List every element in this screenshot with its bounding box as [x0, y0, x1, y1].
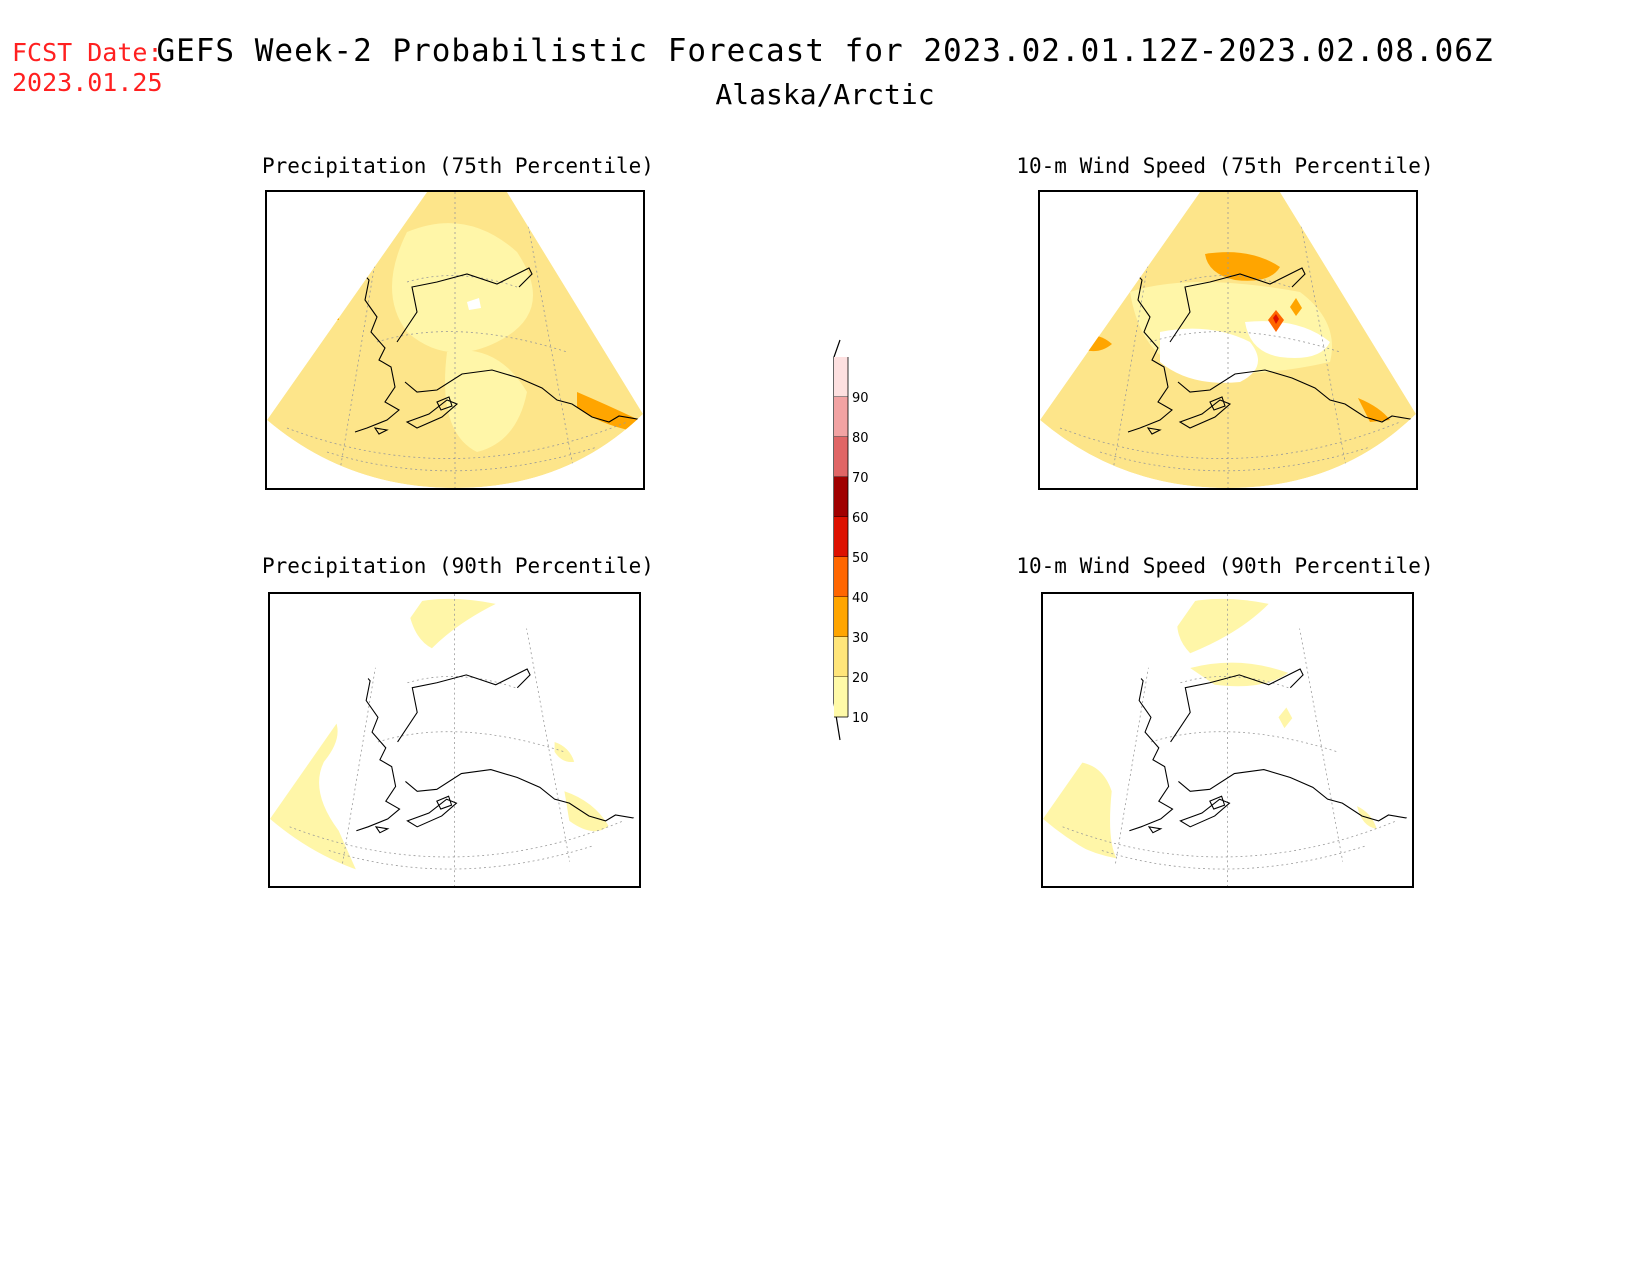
probability-region-3	[322, 300, 339, 320]
colorbar-swatch-40	[834, 557, 848, 597]
probability-region-2	[1245, 321, 1330, 358]
colorbar-label-30: 30	[852, 631, 869, 646]
colorbar-label-60: 60	[852, 511, 869, 526]
probability-region-4	[467, 298, 481, 310]
map-wind75	[1040, 192, 1416, 488]
probability-region-2	[564, 791, 609, 832]
probability-region-7	[1273, 314, 1279, 324]
chart-title: GEFS Week-2 Probabilistic Forecast for 2…	[156, 33, 1494, 69]
colorbar-label-10: 10	[852, 711, 869, 726]
forecast-date-label: FCST Date:	[12, 38, 163, 67]
panel-title-wind75: 10-m Wind Speed (75th Percentile)	[1016, 154, 1434, 178]
map-domain-fill	[270, 594, 639, 886]
map-precip90	[270, 594, 639, 886]
colorbar-swatch-70	[834, 437, 848, 477]
probability-region-4	[1140, 240, 1154, 254]
map-panel-precip90	[268, 592, 641, 888]
panel-title-wind90: 10-m Wind Speed (90th Percentile)	[1016, 554, 1434, 578]
colorbar-swatch-90	[834, 357, 848, 397]
colorbar-swatch-50	[834, 517, 848, 557]
coastline	[1127, 266, 1416, 435]
colorbar-swatch-80	[834, 397, 848, 437]
probability-region-1	[1160, 328, 1258, 383]
panel-title-precip90: Precipitation (90th Percentile)	[262, 554, 654, 578]
map-panel-wind75	[1038, 190, 1418, 490]
probability-region-3	[1205, 252, 1280, 281]
coastline	[354, 266, 643, 435]
map-precip75	[267, 192, 643, 488]
probability-region-1	[407, 598, 496, 649]
probability-region-3	[1278, 707, 1293, 729]
map-panel-wind90	[1041, 592, 1414, 888]
colorbar-swatch-60	[834, 477, 848, 517]
probability-colorbar: 90 80 70 60 50 40 30 20 10	[833, 339, 869, 741]
map-domain-fill	[1043, 594, 1412, 886]
colorbar-swatch-20	[834, 637, 848, 677]
forecast-date-value: 2023.01.25	[12, 68, 163, 97]
probability-region-8	[1290, 298, 1302, 316]
map-panel-precip75	[265, 190, 645, 490]
colorbar-swatch-10	[834, 677, 848, 717]
coastline	[356, 667, 639, 834]
colorbar-label-50: 50	[852, 551, 869, 566]
probability-region-9	[1358, 398, 1390, 422]
region-subtitle: Alaska/Arctic	[715, 78, 935, 111]
panel-title-precip75: Precipitation (75th Percentile)	[262, 154, 654, 178]
probability-region-2	[577, 392, 643, 432]
colorbar-label-20: 20	[852, 671, 869, 686]
forecast-date-block: FCST Date: 2023.01.25	[12, 38, 163, 98]
colorbar-label-70: 70	[852, 471, 869, 486]
colorbar-swatch-30	[834, 597, 848, 637]
probability-region-0	[1177, 598, 1269, 654]
probability-region-1	[445, 350, 527, 452]
coastline	[1129, 667, 1412, 834]
colorbar-label-40: 40	[852, 591, 869, 606]
colorbar-label-90: 90	[852, 391, 869, 406]
map-wind90	[1043, 594, 1412, 886]
probability-region-3	[554, 741, 575, 762]
probability-region-0	[392, 223, 533, 353]
colorbar-label-80: 80	[852, 431, 869, 446]
